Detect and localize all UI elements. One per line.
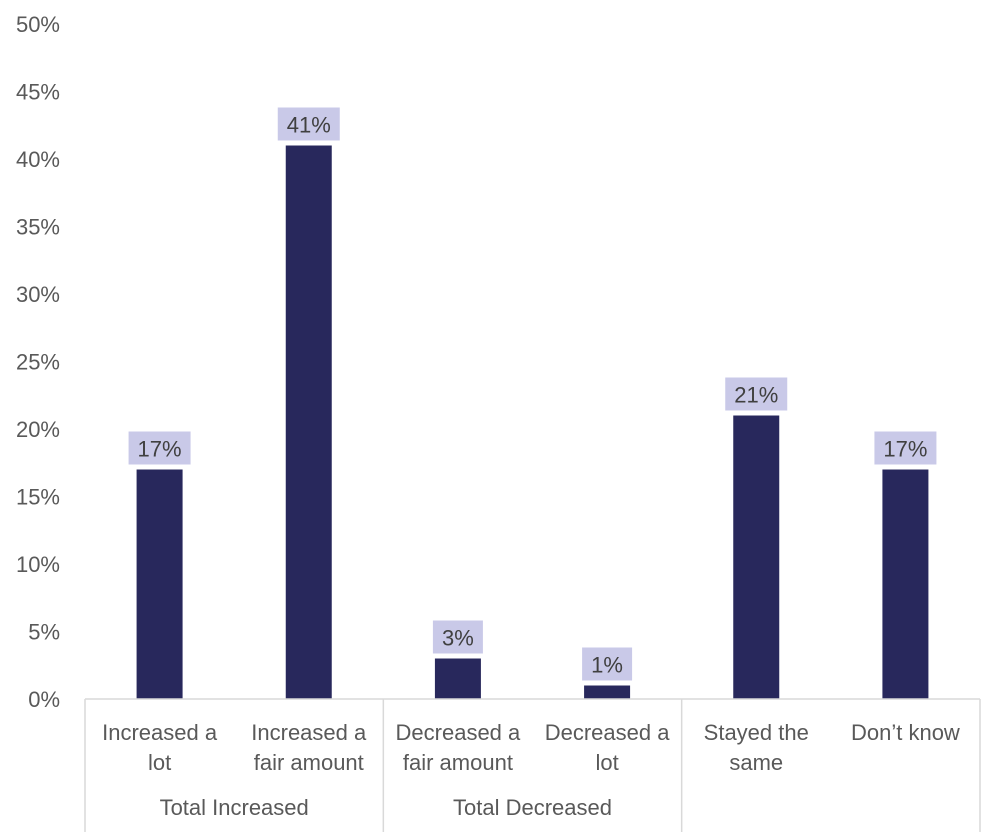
group-label: Total Increased xyxy=(160,795,309,820)
data-label: 17% xyxy=(883,437,927,462)
y-tick-label: 50% xyxy=(16,12,60,37)
y-tick-label: 35% xyxy=(16,215,60,240)
y-tick-label: 40% xyxy=(16,147,60,172)
y-tick-label: 5% xyxy=(28,620,60,645)
bar xyxy=(136,469,183,699)
data-label-background xyxy=(874,431,937,465)
data-label-background xyxy=(432,620,483,654)
x-tick-label: Don’t know xyxy=(851,720,960,745)
data-label: 21% xyxy=(734,383,778,408)
y-axis: 0% 5% 10% 15% 20% 25% 30% 35% 40% 45% 50% xyxy=(16,12,60,712)
y-tick-label: 25% xyxy=(16,350,60,375)
bar xyxy=(434,658,481,699)
x-axis: Increased a lot Increased a fair amount Decr… xyxy=(84,698,981,832)
y-tick-label: 15% xyxy=(16,485,60,510)
x-tick-label: Increased a lot xyxy=(102,720,218,775)
data-label: 3% xyxy=(442,626,474,651)
data-label-background xyxy=(582,647,633,681)
data-label-background xyxy=(128,431,191,465)
y-tick-label: 20% xyxy=(16,417,60,442)
x-tick-label: Decreased a lot xyxy=(545,720,671,775)
x-tick-label: Increased a fair amount xyxy=(251,720,367,775)
bar xyxy=(584,685,631,699)
x-tick-label: Decreased a fair amount xyxy=(396,720,522,775)
y-tick-label: 10% xyxy=(16,552,60,577)
x-tick-label: Stayed the same xyxy=(704,720,809,775)
group-label: Total Decreased xyxy=(453,795,612,820)
bars: 17% 41% 3% 1% 21% 17% xyxy=(128,107,937,699)
bar xyxy=(882,469,929,699)
data-label-background xyxy=(725,377,788,411)
bar xyxy=(733,415,780,699)
data-label: 1% xyxy=(591,653,623,678)
data-label: 41% xyxy=(287,113,331,138)
bar xyxy=(285,145,332,699)
data-label: 17% xyxy=(138,437,182,462)
data-label-background xyxy=(277,107,340,141)
y-tick-label: 45% xyxy=(16,80,60,105)
y-tick-label: 0% xyxy=(28,687,60,712)
y-tick-label: 30% xyxy=(16,282,60,307)
